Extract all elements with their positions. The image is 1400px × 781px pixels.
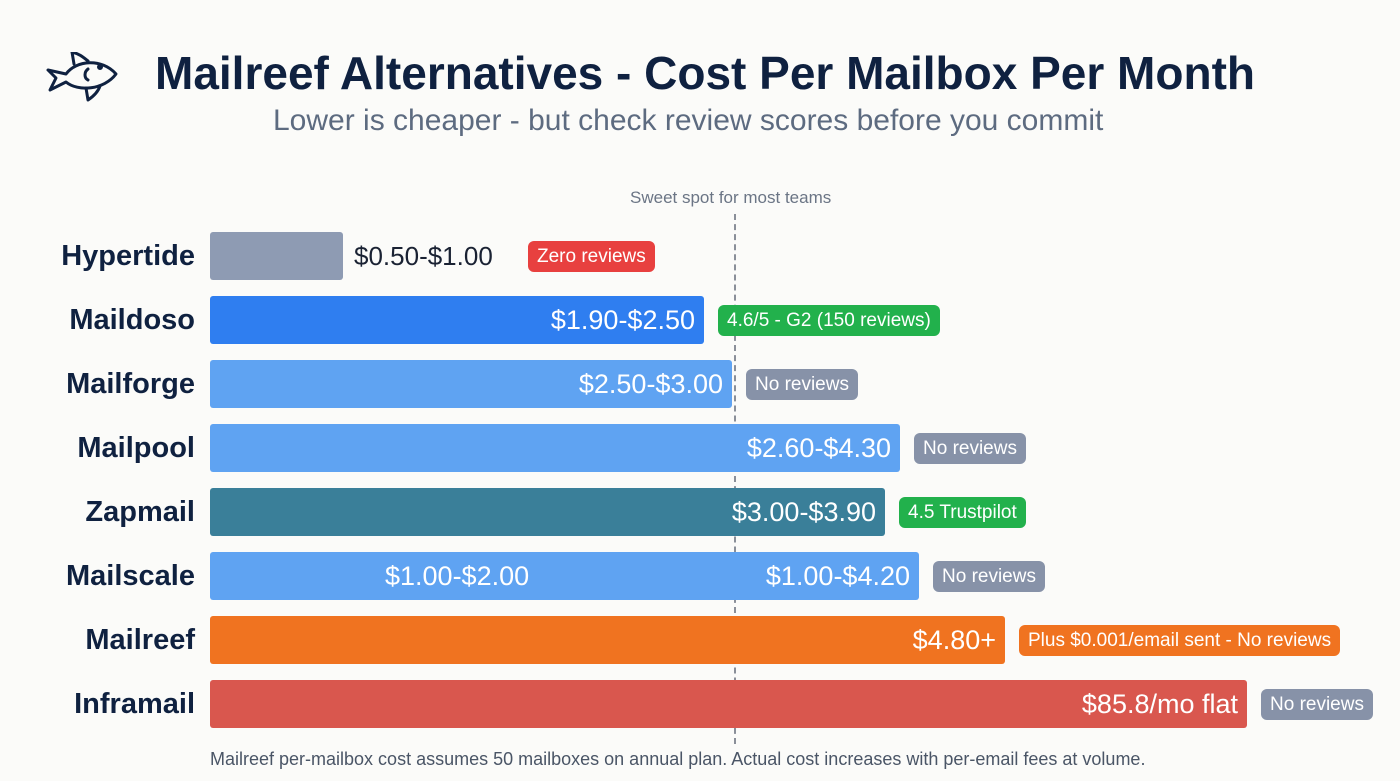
sweet-spot-line [734,214,736,744]
value-label: $1.00-$4.20 [765,561,910,591]
review-badge: 4.6/5 - G2 (150 reviews) [718,305,940,336]
bar-row: Zapmail $3.00-$3.90 4.5 Trustpilot [0,488,1400,536]
value-label: $3.00-$3.90 [731,497,876,527]
bar [210,488,885,536]
review-badge: No reviews [746,369,858,400]
value-label-secondary: $1.00-$2.00 [385,561,530,591]
category-label: Maildoso [69,304,195,336]
bar [210,424,900,472]
category-label: Zapmail [85,496,195,528]
bar-row: Hypertide $0.50-$1.00 Zero reviews [0,232,1400,280]
chart-title: Mailreef Alternatives - Cost Per Mailbox… [155,47,1255,99]
review-badge: Zero reviews [528,241,655,272]
review-badge: 4.5 Trustpilot [899,497,1026,528]
bar [210,296,704,344]
review-badge: No reviews [1261,689,1373,720]
bar-row: Mailreef $4.80+ Plus $0.001/email sent - N… [0,616,1400,664]
bar-row: Inframail $85.8/mo flat No reviews [0,680,1400,728]
bar [210,360,732,408]
category-label: Mailscale [66,560,195,592]
fish-icon [46,52,118,102]
value-label: $2.60-$4.30 [746,433,891,463]
value-label: $85.8/mo flat [1081,689,1238,719]
bar-row: Mailpool $2.60-$4.30 No reviews [0,424,1400,472]
bar-row: Mailforge $2.50-$3.00 No reviews [0,360,1400,408]
bar-row: Mailscale $1.00-$4.20 $1.00-$2.00 No review… [0,552,1400,600]
chart-subtitle: Lower is cheaper - but check review scor… [273,104,1104,137]
sweet-spot-annotation: Sweet spot for most teams [630,188,832,207]
category-label: Hypertide [61,240,195,272]
value-label: $0.50-$1.00 [354,241,493,271]
review-badge: No reviews [914,433,1026,464]
category-label: Mailpool [77,432,195,464]
review-badge: No reviews [933,561,1045,592]
value-label: $4.80+ [912,625,996,655]
bar [210,680,1247,728]
bar [210,552,919,600]
category-label: Mailreef [85,624,195,656]
value-label: $2.50-$3.00 [578,369,723,399]
bar-row: Maildoso $1.90-$2.50 4.6/5 - G2 (150 revie… [0,296,1400,344]
category-label: Inframail [74,688,195,720]
bar [210,232,343,280]
value-label: $1.90-$2.50 [550,305,695,335]
review-badge: Plus $0.001/email sent - No reviews [1019,625,1341,656]
bar [210,616,1005,664]
category-label: Mailforge [66,368,195,400]
footnote: Mailreef per-mailbox cost assumes 50 mai… [210,749,1146,769]
